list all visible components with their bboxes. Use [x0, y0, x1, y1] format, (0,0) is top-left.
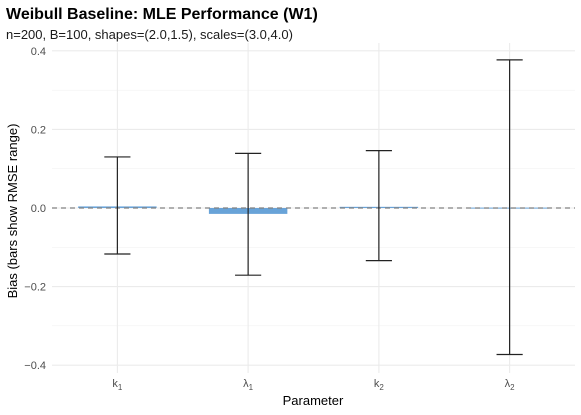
x-tick-label: k1	[112, 378, 123, 392]
error-bars	[104, 59, 523, 356]
chart-subtitle: n=200, B=100, shapes=(2.0,1.5), scales=(…	[6, 27, 293, 42]
x-tick-label-subscript: 1	[118, 383, 123, 392]
y-tick-label: 0.0	[31, 203, 46, 215]
x-axis-title: Parameter	[283, 393, 344, 408]
x-tick-label-subscript: 2	[379, 383, 384, 392]
x-tick-label-base: k	[374, 378, 380, 390]
y-axis-title: Bias (bars show RMSE range)	[5, 124, 20, 299]
chart-title: Weibull Baseline: MLE Performance (W1)	[6, 6, 318, 23]
x-tick-label-base: λ	[505, 378, 511, 390]
x-tick-label: λ2	[505, 378, 516, 392]
x-tick-label: λ1	[243, 378, 254, 392]
x-axis-ticks: k1 λ1 k2 λ2	[112, 378, 515, 392]
x-tick-label: k2	[374, 378, 385, 392]
y-axis-ticks: −0.4 −0.2 0.0 0.2 0.4	[24, 46, 46, 372]
x-tick-label-subscript: 2	[510, 383, 515, 392]
y-tick-label: −0.4	[24, 360, 46, 372]
y-tick-label: 0.4	[31, 46, 46, 58]
y-tick-label: 0.2	[31, 124, 46, 136]
x-tick-label-subscript: 1	[249, 383, 254, 392]
x-tick-label-base: λ	[243, 378, 249, 390]
x-tick-label-base: k	[112, 378, 118, 390]
y-tick-label: −0.2	[24, 282, 46, 294]
